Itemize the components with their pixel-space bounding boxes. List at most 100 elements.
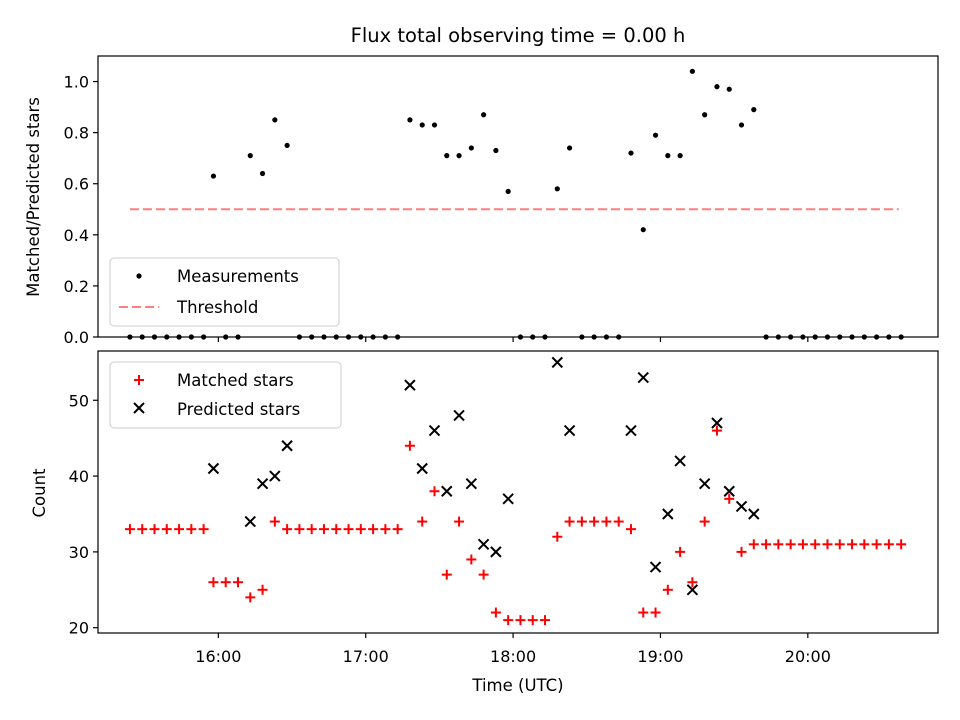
matched-star-point [257, 584, 268, 595]
ratio-y-tick-label: 0.8 [64, 124, 89, 143]
matched-star-point [404, 440, 415, 451]
matched-star-point [871, 539, 882, 550]
matched-star-point [198, 524, 209, 535]
count-plot-frame [97, 350, 939, 634]
chart-title: Flux total observing time = 0.00 h [351, 24, 686, 47]
count-panel: 20 30 40 50 16:00 17:00 18:00 19:00 20:00 Count… [30, 350, 939, 695]
matched-star-point [478, 569, 489, 580]
count-y-axis: 20 30 40 50 [69, 391, 98, 638]
matched-star-point [306, 524, 317, 535]
matched-star-point [282, 524, 293, 535]
matched-star-point [748, 539, 759, 550]
matched-star-point [527, 615, 538, 626]
matched-star-point [466, 554, 477, 565]
matched-star-point [380, 524, 391, 535]
measurement-point [689, 68, 695, 74]
matched-star-point [208, 577, 219, 588]
matched-star-point [392, 524, 403, 535]
predicted-star-point [551, 356, 564, 369]
matched-star-point [883, 539, 894, 550]
matched-star-point [294, 524, 305, 535]
matched-star-point [245, 592, 256, 603]
matched-star-point [186, 524, 197, 535]
matched-star-point [589, 516, 600, 527]
predicted-star-point [465, 477, 478, 490]
measurement-point [284, 142, 290, 149]
measurement-point [259, 170, 266, 177]
measurements-legend-marker [136, 273, 142, 279]
predicted-star-point [404, 379, 416, 391]
ratio-legend: Measurements Threshold [109, 257, 340, 327]
measurement-point [751, 107, 757, 113]
ratio-plot-frame [97, 55, 939, 338]
predicted-star-point [269, 470, 281, 482]
ratio-y-tick-label: 0.6 [64, 175, 89, 194]
matched-star-point [564, 516, 575, 527]
count-x-tick-label: 17:00 [343, 647, 389, 666]
matched-star-point [896, 539, 907, 550]
measurement-point [652, 132, 659, 138]
matched-star-point [124, 524, 135, 535]
measurement-point [247, 153, 253, 159]
measurement-point [738, 122, 745, 128]
count-x-axis: 16:00 17:00 18:00 19:00 20:00 [195, 633, 831, 666]
count-x-tick-label: 16:00 [195, 647, 241, 666]
predicted-star-point [662, 508, 674, 520]
matched-star-point [441, 569, 452, 580]
matched-star-point [161, 524, 172, 535]
matched-star-point [638, 607, 649, 618]
predicted-star-point [723, 485, 735, 497]
count-x-tick-label: 20:00 [785, 647, 831, 666]
predicted-star-point [637, 371, 649, 384]
matched-stars-legend-marker [134, 375, 144, 385]
matched-star-point [687, 577, 698, 588]
predicted-star-point [563, 424, 576, 437]
matched-star-point [785, 539, 796, 550]
predicted-star-point [748, 508, 760, 520]
ratio-y-tick-label: 1.0 [64, 73, 89, 92]
matched-star-point [576, 516, 587, 527]
predicted-stars-legend-label: Predicted stars [177, 400, 300, 419]
count-legend-box [109, 361, 342, 429]
ratio-legend-box [109, 257, 340, 327]
matched-stars-legend-label: Matched stars [177, 371, 294, 390]
threshold-legend-label: Threshold [176, 298, 258, 317]
matched-stars-series [124, 425, 907, 626]
matched-star-point [220, 577, 231, 588]
count-y-tick-label: 40 [69, 467, 89, 486]
count-y-tick-label: 30 [69, 543, 89, 562]
matched-star-point [233, 577, 243, 588]
matched-star-point [343, 524, 354, 535]
predicted-star-point [735, 500, 748, 513]
predicted-star-point [244, 515, 256, 528]
measurement-point [554, 186, 560, 192]
matched-star-point [331, 524, 342, 535]
matched-star-point [773, 539, 784, 550]
matched-star-point [368, 524, 379, 535]
matched-star-point [859, 539, 870, 550]
predicted-star-point [453, 409, 465, 422]
count-x-tick-label: 19:00 [637, 647, 683, 666]
matched-star-point [797, 539, 808, 550]
matched-star-point [834, 539, 845, 550]
matched-star-point [552, 531, 563, 542]
predicted-star-point [625, 424, 637, 437]
matched-star-point [454, 516, 465, 527]
measurement-point [407, 117, 413, 123]
matched-star-point [699, 516, 710, 527]
measurement-point [431, 122, 438, 128]
measurement-point [481, 112, 487, 118]
matched-star-point [515, 615, 526, 626]
measurement-point [272, 117, 278, 123]
predicted-star-point [281, 440, 293, 452]
ratio-y-tick-label: 0.4 [64, 226, 89, 245]
ratio-panel: Flux total observing time = 0.00 h 0.00.… [24, 24, 939, 347]
matched-star-point [149, 524, 160, 535]
predicted-star-point [477, 538, 490, 551]
measurement-point [419, 122, 425, 128]
matched-star-point [810, 539, 821, 550]
measurement-point [444, 153, 450, 159]
measurement-point [210, 173, 217, 179]
